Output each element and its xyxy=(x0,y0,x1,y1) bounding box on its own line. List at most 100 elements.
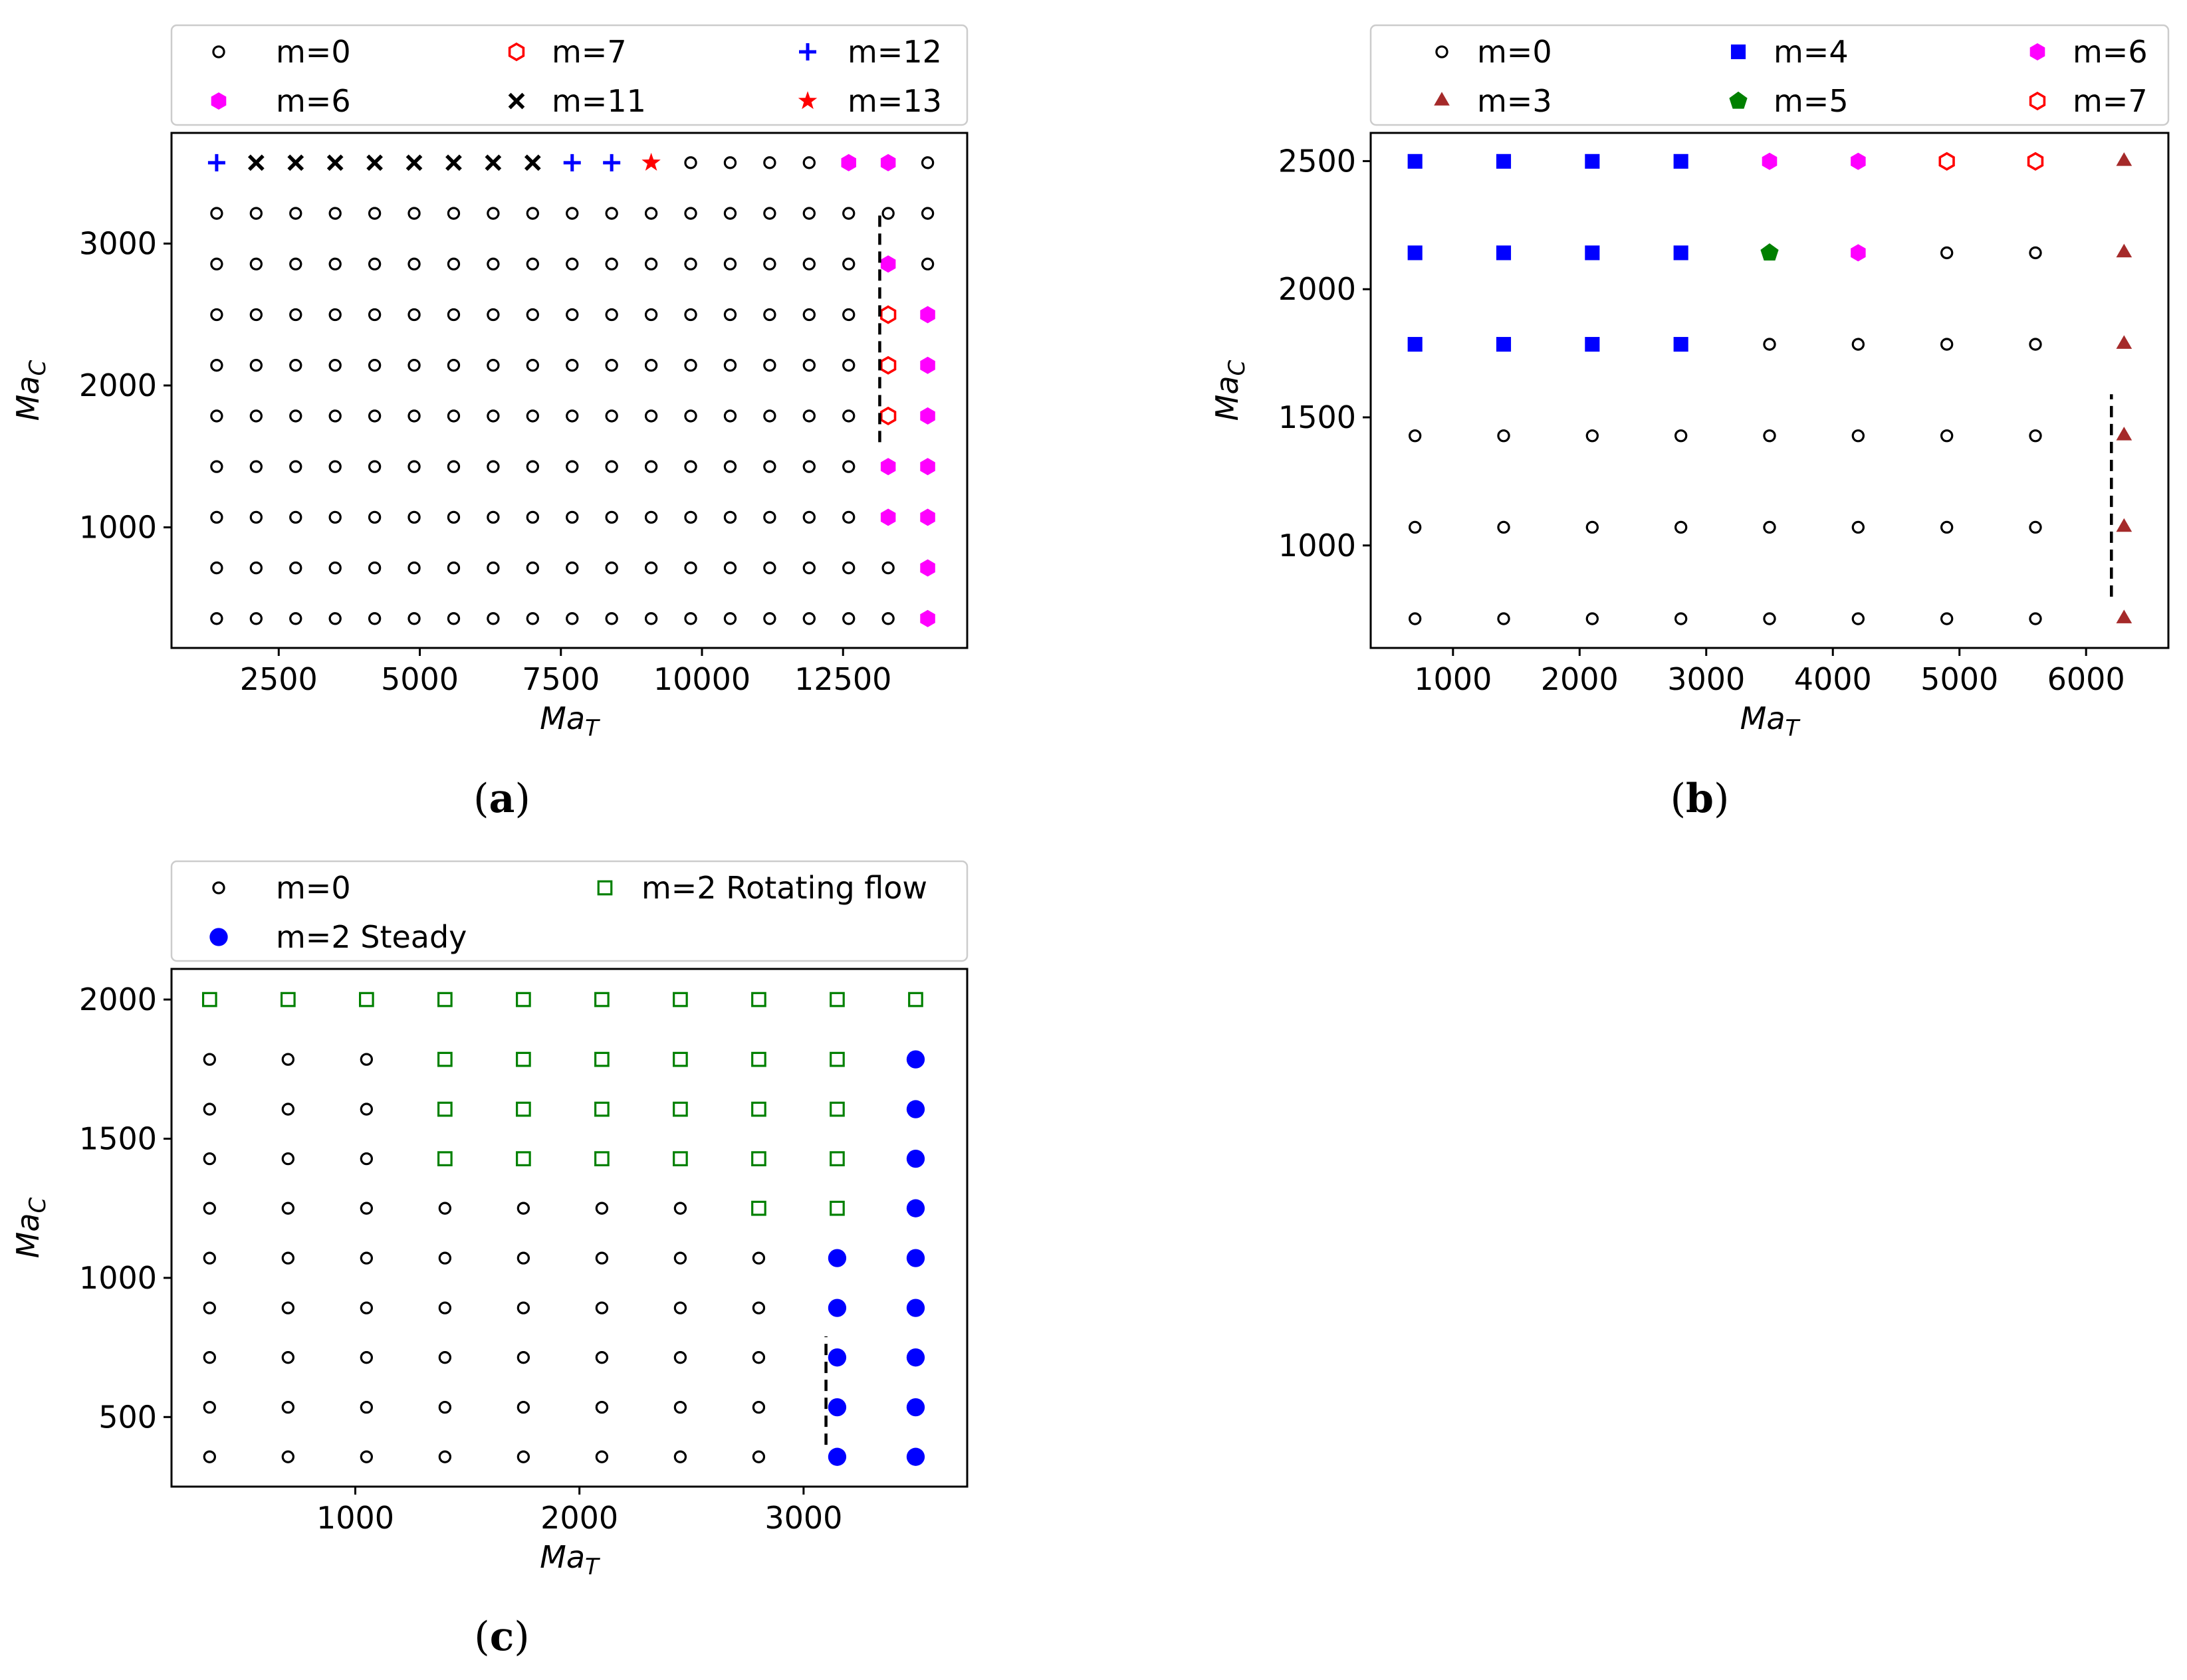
legend: m=0 m=7 m=12 m=6 m=11 m=13 xyxy=(170,24,969,126)
data-point-m-0 xyxy=(644,308,658,322)
legend-frame xyxy=(1369,24,2170,126)
data-point-m-2-rotating-flow xyxy=(830,1051,845,1067)
data-point-m-0 xyxy=(684,510,697,524)
data-point-m-0 xyxy=(673,1400,687,1414)
data-point-m-0 xyxy=(842,612,856,625)
legend-label: m=11 xyxy=(552,83,646,119)
data-point-m-0 xyxy=(360,1152,374,1166)
data-point-m-0 xyxy=(763,409,776,423)
panel-label: (a) xyxy=(473,776,530,822)
data-point-m-0 xyxy=(447,409,461,423)
data-point-m-0 xyxy=(328,359,342,372)
data-point-m-0 xyxy=(289,359,302,372)
data-point-m-0 xyxy=(605,308,618,322)
data-point-m-2-rotating-flow xyxy=(280,992,296,1007)
legend-label: m=7 xyxy=(552,34,627,70)
data-point-m-0 xyxy=(684,460,697,473)
data-point-m-0 xyxy=(526,612,539,625)
data-point-m-3 xyxy=(2116,518,2132,532)
data-point-m-2-rotating-flow xyxy=(437,1051,453,1067)
data-point-m-2-rotating-flow xyxy=(437,1101,453,1117)
y-tick-label: 1500 xyxy=(1278,399,1356,435)
y-tick-label: 2000 xyxy=(1278,271,1356,307)
data-point-m-0 xyxy=(595,1301,609,1314)
data-point-m-0 xyxy=(526,510,539,524)
data-point-m-2-rotating-flow xyxy=(594,1051,610,1067)
data-point-m-0 xyxy=(605,561,618,575)
data-point-m-0 xyxy=(210,460,223,473)
data-point-m-0 xyxy=(203,1301,216,1314)
x-tick-label: 1000 xyxy=(1414,661,1492,697)
data-point-m-6 xyxy=(880,154,896,171)
data-point-m-2-rotating-flow xyxy=(751,1101,766,1117)
data-point-m-0 xyxy=(595,1351,609,1364)
data-point-m-0 xyxy=(289,561,302,575)
data-point-m-3 xyxy=(2116,152,2132,166)
data-point-m-0 xyxy=(447,359,461,372)
data-point-m-2-rotating-flow xyxy=(516,1051,531,1067)
x-tick-label: 10000 xyxy=(653,661,750,697)
data-point-m-0 xyxy=(289,409,302,423)
data-point-m-0 xyxy=(210,612,223,625)
y-axis-label: MaC xyxy=(10,1197,51,1258)
legend-marker-m-4 xyxy=(1730,44,1746,60)
data-point-m-0 xyxy=(566,359,579,372)
data-point-m-0 xyxy=(517,1400,530,1414)
data-point-m-0 xyxy=(595,1251,609,1265)
data-point-m-0 xyxy=(447,257,461,270)
legend-marker-m-6 xyxy=(211,92,227,110)
data-point-m-0 xyxy=(289,207,302,220)
data-point-m-0 xyxy=(203,1053,216,1066)
data-point-m-0 xyxy=(881,561,895,575)
data-point-m-0 xyxy=(2029,246,2042,260)
data-point-m-0 xyxy=(289,257,302,270)
data-point-m-0 xyxy=(763,308,776,322)
data-point-m-0 xyxy=(526,561,539,575)
data-point-m-0 xyxy=(842,409,856,423)
data-point-m-0 xyxy=(763,207,776,220)
x-tick-label: 5000 xyxy=(381,661,459,697)
data-point-m-0 xyxy=(723,460,737,473)
data-point-m-11 xyxy=(247,154,265,171)
data-point-m-0 xyxy=(249,359,263,372)
x-axis-label: MaT xyxy=(540,700,600,742)
data-point-m-0 xyxy=(605,257,618,270)
data-point-m-4 xyxy=(1585,154,1600,169)
data-point-m-0 xyxy=(1497,429,1510,443)
data-point-m-0 xyxy=(1763,612,1776,625)
data-point-m-0 xyxy=(1940,338,1954,351)
data-point-m-0 xyxy=(842,359,856,372)
legend-label: m=13 xyxy=(848,83,942,119)
legend: m=0 m=2 Rotating flow m=2 Steady xyxy=(170,860,969,962)
data-point-m-0 xyxy=(281,1400,294,1414)
data-point-m-0 xyxy=(1409,429,1422,443)
data-point-m-4 xyxy=(1496,245,1512,261)
data-point-m-11 xyxy=(366,154,383,171)
data-point-m-0 xyxy=(487,460,500,473)
data-point-m-0 xyxy=(210,561,223,575)
data-point-m-0 xyxy=(249,207,263,220)
data-point-m-0 xyxy=(447,561,461,575)
data-point-m-0 xyxy=(2029,520,2042,534)
legend-marker-m-0 xyxy=(1435,45,1448,58)
legend-marker-m-7 xyxy=(508,42,525,62)
data-point-m-0 xyxy=(210,308,223,322)
data-point-m-0 xyxy=(289,460,302,473)
data-point-m-0 xyxy=(281,1202,294,1215)
data-point-m-0 xyxy=(802,409,816,423)
data-point-m-0 xyxy=(673,1301,687,1314)
data-point-m-0 xyxy=(684,308,697,322)
data-point-m-0 xyxy=(407,510,421,524)
data-point-m-11 xyxy=(287,154,304,171)
data-point-m-0 xyxy=(407,207,421,220)
data-point-m-0 xyxy=(517,1351,530,1364)
x-tick-label: 5000 xyxy=(1920,661,1998,697)
data-point-m-2-rotating-flow xyxy=(830,1200,845,1216)
data-point-m-0 xyxy=(281,1351,294,1364)
data-point-m-6 xyxy=(920,407,935,425)
data-point-m-0 xyxy=(802,612,816,625)
data-point-m-2-steady xyxy=(906,1398,925,1417)
data-point-m-0 xyxy=(447,460,461,473)
legend: m=0 m=4 m=6 m=3 m=5 m=7 xyxy=(1369,24,2170,126)
data-point-m-0 xyxy=(517,1301,530,1314)
